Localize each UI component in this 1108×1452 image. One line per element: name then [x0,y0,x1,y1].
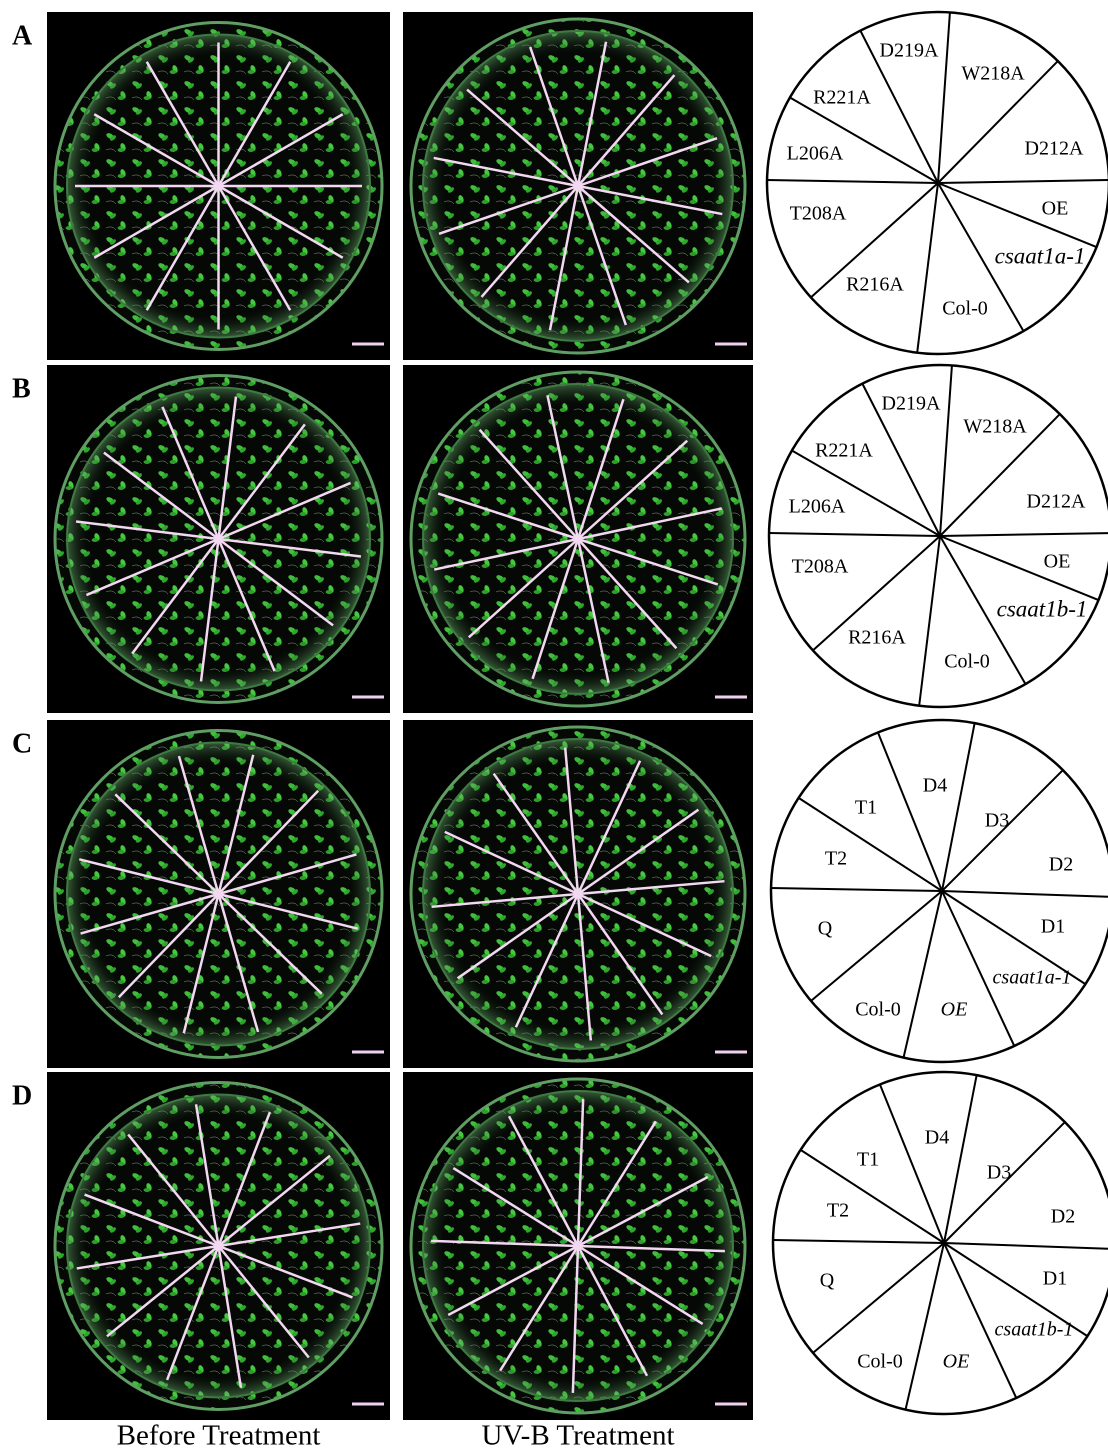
sector-label: D4 [923,775,947,797]
sector-label: OE [943,1351,970,1373]
sector-label: Col-0 [857,1351,903,1373]
panel-label: A [12,20,33,51]
sector-label: Q [818,918,833,940]
sector-label: csaat1b-1 [997,596,1088,621]
sector-label: D2 [1051,1206,1075,1228]
photo [403,12,753,360]
sector-label: R216A [848,627,906,649]
sector-label: csaat1b-1 [995,1319,1074,1341]
sector-label: OE [1042,198,1069,220]
diagram: T1 D4 D3 T2 D2 Q D1 csaat1a-1 Col-0 OE [771,720,1108,1062]
sector-label: D1 [1043,1268,1067,1290]
sector-label: Col-0 [855,999,901,1021]
sector-label: Col-0 [942,298,988,320]
sector-label: OE [1044,551,1071,573]
caption: Before Treatment [117,1420,321,1452]
sector-label: Q [820,1270,835,1292]
sector-label: D2 [1049,854,1073,876]
sector-label: D212A [1027,491,1086,513]
panel-label: C [12,728,32,759]
sector-label: D4 [925,1127,949,1149]
sector-label: R216A [846,274,904,296]
sector-label: D212A [1025,138,1084,160]
photo [47,12,390,360]
photo [403,365,753,713]
diagram: T1 D4 D3 T2 D2 Q D1 csaat1b-1 Col-0 OE [773,1072,1108,1414]
sector-label: L206A [787,143,844,165]
figure: A D219A W218A R221A D212A L206A T208A OE csaat1a… [0,0,1108,1452]
sector-label: csaat1a-1 [995,243,1086,268]
sector-label: L206A [789,496,846,518]
sector-label: T208A [790,203,847,225]
panel-label: B [12,373,31,404]
photo [47,720,390,1068]
sector-label: D219A [880,40,939,62]
sector-label: R221A [815,440,873,462]
sector-label: D3 [985,810,1009,832]
sector-label: D1 [1041,916,1065,938]
sector-label: W218A [963,416,1027,438]
sector-label: T1 [855,797,877,819]
sector-label: W218A [961,63,1025,85]
sector-label: T2 [827,1200,849,1222]
photo [403,1072,753,1420]
diagram: D219A W218A R221A D212A L206A T208A OE csaat1a-… [767,12,1108,354]
sector-label: T1 [857,1149,879,1171]
sector-label: D3 [987,1162,1011,1184]
sector-label: R221A [813,87,871,109]
sector-label: T2 [825,848,847,870]
sector-label: Col-0 [944,651,990,673]
caption: UV-B Treatment [481,1420,674,1452]
sector-label: OE [941,999,968,1021]
photo [403,720,753,1068]
diagram: D219A W218A R221A D212A L206A T208A OE csaat1b-… [769,365,1108,707]
panel-label: D [12,1080,32,1111]
sector-label: T208A [792,556,849,578]
photo [47,1072,390,1420]
sector-label: csaat1a-1 [993,967,1072,989]
photo [47,365,390,713]
sector-label: D219A [882,393,941,415]
